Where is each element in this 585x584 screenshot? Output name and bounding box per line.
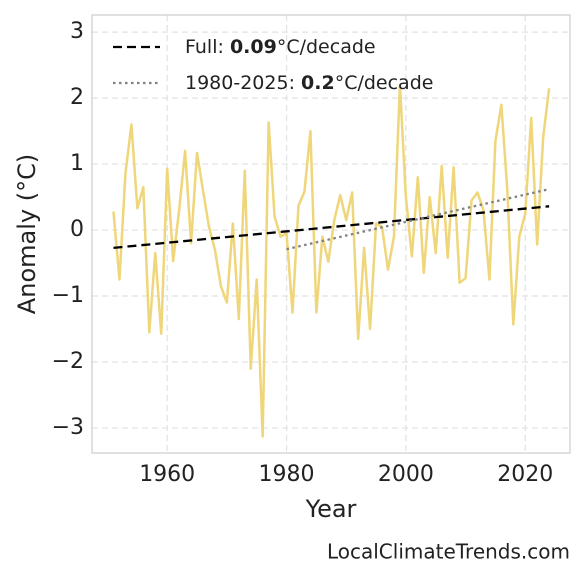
legend-label: Full: 0.09°C/decade — [185, 36, 376, 58]
legend-label: 1980-2025: 0.2°C/decade — [185, 72, 433, 94]
y-tick-label: −2 — [52, 349, 84, 374]
y-tick-label: 2 — [70, 85, 84, 110]
legend-label-part: °C/decade — [277, 36, 376, 58]
legend-label-part: °C/decade — [335, 72, 434, 94]
y-tick-label: 1 — [70, 151, 84, 176]
x-tick-label: 1960 — [139, 462, 195, 487]
x-tick-label: 2000 — [378, 462, 434, 487]
legend-label-part: 1980-2025: — [185, 72, 301, 94]
series-line — [112, 83, 551, 438]
legend-label-part: 0.2 — [301, 72, 335, 94]
x-axis-label: Year — [305, 495, 357, 523]
y-tick-label: −1 — [52, 283, 84, 308]
y-axis-label: Anomaly (°C) — [13, 154, 41, 314]
source: LocalClimateTrends.com — [327, 540, 570, 564]
series-line — [113, 205, 550, 249]
x-tick-label: 1980 — [259, 462, 315, 487]
x-tick-label: 2020 — [497, 462, 553, 487]
y-tick-label: 3 — [70, 19, 84, 44]
plot-frame — [91, 14, 571, 454]
legend-label-part: 0.09 — [230, 36, 277, 58]
y-tick-label: −3 — [52, 415, 84, 440]
series-line — [286, 188, 550, 251]
legend-label-part: Full: — [185, 36, 230, 58]
y-tick-label: 0 — [70, 217, 84, 242]
